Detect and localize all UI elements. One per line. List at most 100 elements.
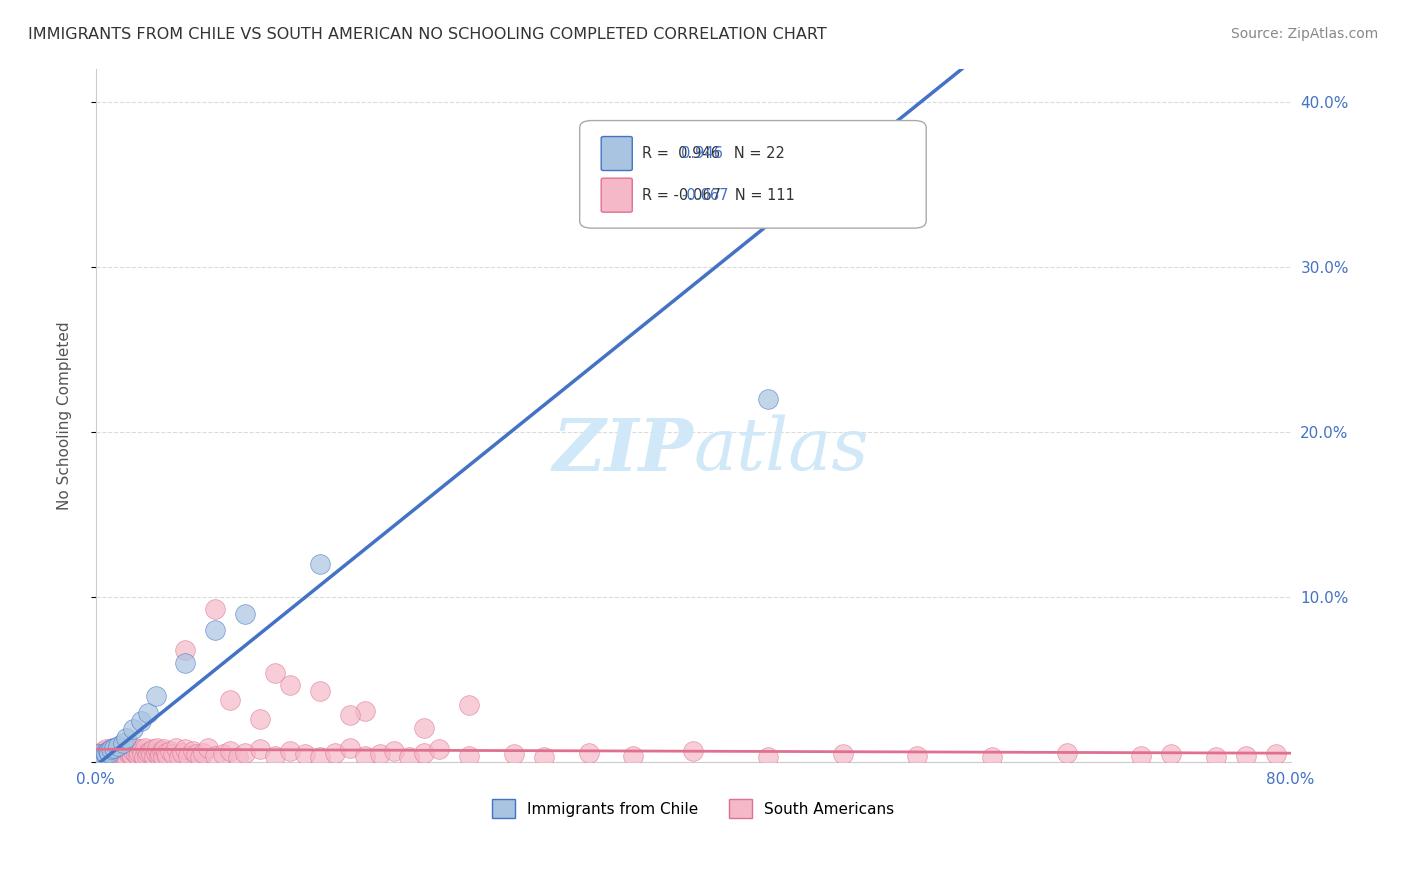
Point	[94, 747, 117, 761]
Point	[219, 744, 242, 758]
Point	[122, 744, 145, 758]
Point	[756, 392, 779, 406]
Point	[104, 742, 127, 756]
Point	[226, 750, 249, 764]
Point	[353, 704, 375, 718]
Point	[94, 746, 117, 760]
Point	[384, 744, 406, 758]
Point	[339, 707, 361, 722]
Point	[131, 747, 153, 761]
Point	[98, 746, 121, 760]
Point	[96, 742, 118, 756]
Point	[111, 746, 134, 760]
Point	[150, 744, 173, 758]
Point	[115, 742, 138, 756]
Point	[100, 750, 122, 764]
Point	[831, 747, 853, 761]
Point	[89, 748, 111, 763]
FancyBboxPatch shape	[602, 178, 633, 212]
Point	[114, 750, 136, 764]
Point	[100, 744, 122, 758]
Point	[233, 746, 256, 760]
Point	[124, 740, 146, 755]
Y-axis label: No Schooling Completed: No Schooling Completed	[58, 321, 72, 510]
Point	[1130, 748, 1153, 763]
Point	[96, 748, 118, 763]
Point	[112, 748, 135, 763]
Point	[149, 747, 172, 761]
Point	[204, 748, 226, 763]
Point	[308, 750, 330, 764]
Point	[153, 742, 176, 756]
Point	[177, 748, 200, 763]
Point	[368, 747, 391, 761]
Point	[1264, 747, 1286, 761]
Point	[110, 747, 132, 761]
Point	[1160, 747, 1182, 761]
Point	[148, 748, 170, 763]
Point	[458, 698, 481, 712]
Point	[134, 740, 156, 755]
Text: 0.946: 0.946	[682, 146, 723, 161]
Point	[756, 750, 779, 764]
Point	[1234, 748, 1257, 763]
Point	[111, 736, 134, 750]
Point	[91, 750, 114, 764]
Point	[165, 740, 187, 755]
Point	[623, 748, 645, 763]
Point	[145, 690, 167, 704]
Point	[132, 750, 155, 764]
Point	[458, 748, 481, 763]
Text: atlas: atlas	[693, 415, 869, 485]
Point	[114, 744, 136, 758]
Point	[264, 748, 287, 763]
Point	[503, 747, 526, 761]
Point	[578, 746, 600, 760]
Point	[145, 746, 167, 760]
Point	[152, 750, 174, 764]
Point	[97, 746, 120, 760]
FancyBboxPatch shape	[602, 136, 633, 170]
Point	[308, 557, 330, 571]
Point	[129, 742, 152, 756]
Point	[278, 678, 301, 692]
Point	[135, 748, 157, 763]
Point	[100, 742, 122, 756]
Point	[174, 657, 197, 671]
Point	[308, 684, 330, 698]
Text: -0.067: -0.067	[682, 188, 728, 203]
Point	[127, 748, 149, 763]
Point	[121, 748, 143, 763]
Point	[96, 747, 118, 761]
Point	[101, 740, 124, 755]
Point	[141, 742, 163, 756]
Point	[136, 706, 159, 720]
Point	[184, 747, 207, 761]
Point	[1205, 750, 1227, 764]
Point	[249, 742, 271, 756]
Point	[90, 750, 112, 764]
Point	[91, 748, 114, 763]
Point	[87, 747, 110, 761]
Text: ZIP: ZIP	[553, 415, 693, 485]
FancyBboxPatch shape	[579, 120, 927, 228]
Point	[139, 747, 162, 761]
Point	[107, 750, 129, 764]
Point	[682, 744, 704, 758]
Point	[339, 740, 361, 755]
Point	[169, 750, 191, 764]
Point	[197, 740, 219, 755]
Point	[233, 607, 256, 621]
Point	[1056, 746, 1078, 760]
Point	[211, 747, 233, 761]
Point	[219, 692, 242, 706]
Point	[172, 746, 194, 760]
Point	[91, 744, 114, 758]
Point	[107, 744, 129, 758]
Point	[162, 747, 184, 761]
Text: Source: ZipAtlas.com: Source: ZipAtlas.com	[1230, 27, 1378, 41]
Point	[90, 746, 112, 760]
Point	[146, 740, 169, 755]
Point	[413, 746, 436, 760]
Point	[159, 744, 181, 758]
